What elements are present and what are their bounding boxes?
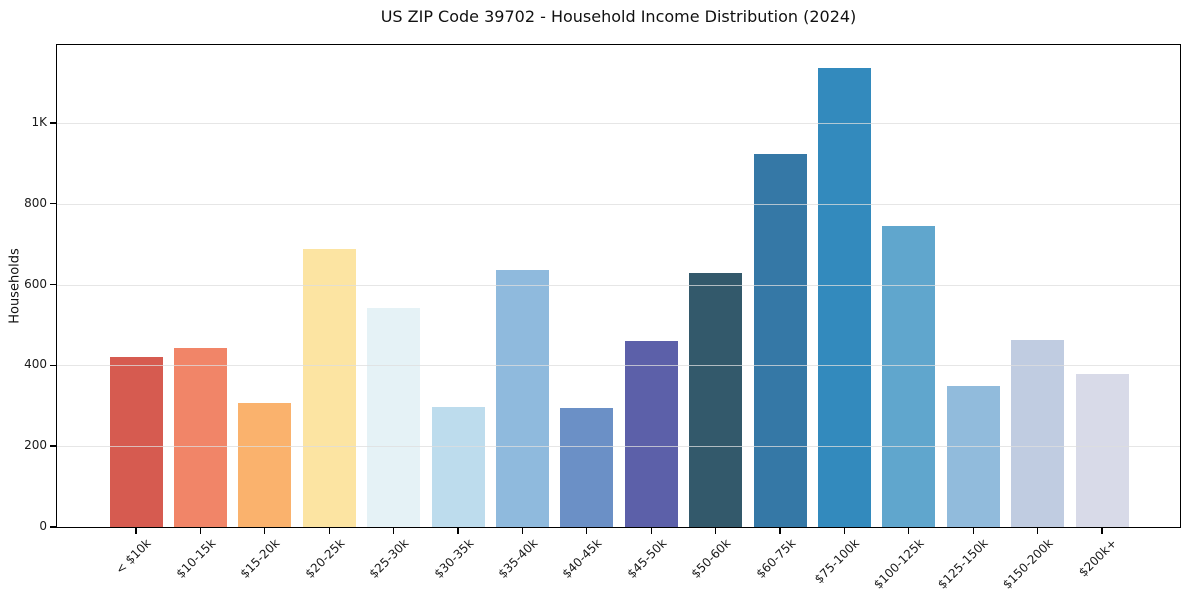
x-tick-label: $15-20k bbox=[237, 536, 283, 581]
x-tick-mark bbox=[135, 528, 137, 534]
y-tick-mark bbox=[50, 526, 56, 528]
x-tick-label: $100-125k bbox=[871, 536, 927, 590]
y-tick-mark bbox=[50, 122, 56, 124]
gridline bbox=[57, 284, 1180, 286]
bar bbox=[302, 249, 356, 527]
x-tick-mark bbox=[457, 528, 459, 534]
gridline bbox=[57, 365, 1180, 367]
gridline bbox=[57, 446, 1180, 448]
x-tick-mark bbox=[1036, 528, 1039, 534]
gridline bbox=[57, 122, 1180, 124]
plot-area bbox=[57, 45, 1180, 527]
bar bbox=[624, 340, 678, 527]
x-tick-mark bbox=[264, 528, 266, 534]
x-tick-label: $60-75k bbox=[753, 536, 798, 581]
x-tick-label: $200k+ bbox=[1076, 536, 1120, 580]
x-tick-label: $35-40k bbox=[495, 536, 541, 581]
x-tick-mark bbox=[392, 528, 395, 534]
bar bbox=[560, 408, 614, 527]
bar bbox=[431, 407, 485, 527]
y-tick-label: 600 bbox=[24, 276, 47, 291]
bar bbox=[946, 385, 1000, 527]
bar bbox=[1011, 339, 1065, 527]
gridline bbox=[57, 203, 1180, 205]
x-tick-mark bbox=[843, 528, 846, 534]
bar bbox=[238, 402, 292, 527]
x-tick-label: $10-15k bbox=[173, 536, 219, 581]
bar bbox=[367, 308, 421, 527]
y-tick-label: 800 bbox=[24, 195, 47, 210]
x-tick-label: $150-200k bbox=[999, 536, 1056, 590]
x-tick-mark bbox=[714, 528, 717, 534]
x-tick-mark bbox=[328, 528, 330, 534]
bar bbox=[882, 226, 936, 527]
x-tick-mark bbox=[779, 528, 781, 534]
y-tick-mark bbox=[50, 445, 56, 447]
x-tick-mark bbox=[521, 528, 524, 534]
x-tick-label: < $10k bbox=[113, 536, 154, 577]
bar bbox=[495, 270, 549, 527]
x-tick-label: $50-60k bbox=[688, 536, 734, 581]
y-tick-label: 0 bbox=[39, 519, 47, 533]
x-tick-mark bbox=[199, 528, 202, 534]
bar bbox=[689, 273, 743, 527]
y-axis-label: Households bbox=[7, 248, 23, 324]
bar bbox=[753, 154, 807, 527]
x-tick-label: $75-100k bbox=[812, 536, 863, 587]
x-tick-label: $45-50k bbox=[624, 536, 670, 581]
x-tick-mark bbox=[1101, 528, 1103, 534]
bar bbox=[173, 347, 227, 527]
x-tick-label: $40-45k bbox=[559, 536, 605, 581]
y-tick-label: 200 bbox=[24, 438, 47, 453]
x-tick-mark bbox=[586, 528, 588, 534]
x-tick-label: $30-35k bbox=[431, 536, 476, 581]
y-tick-mark bbox=[50, 203, 56, 205]
x-tick-mark bbox=[972, 528, 974, 534]
x-tick-label: $25-30k bbox=[366, 536, 412, 581]
y-tick-mark bbox=[50, 283, 56, 286]
y-tick-label: 1K bbox=[31, 114, 47, 129]
x-tick-label: $20-25k bbox=[302, 536, 348, 581]
x-tick-mark bbox=[650, 528, 652, 534]
chart-title: US ZIP Code 39702 - Household Income Dis… bbox=[380, 7, 857, 26]
x-tick-mark bbox=[908, 528, 910, 534]
x-tick-label: $125-150k bbox=[935, 536, 992, 590]
bar bbox=[109, 357, 163, 527]
bar bbox=[1075, 374, 1129, 527]
bar bbox=[817, 68, 871, 527]
y-tick-mark bbox=[50, 364, 56, 367]
y-tick-label: 400 bbox=[24, 357, 47, 372]
